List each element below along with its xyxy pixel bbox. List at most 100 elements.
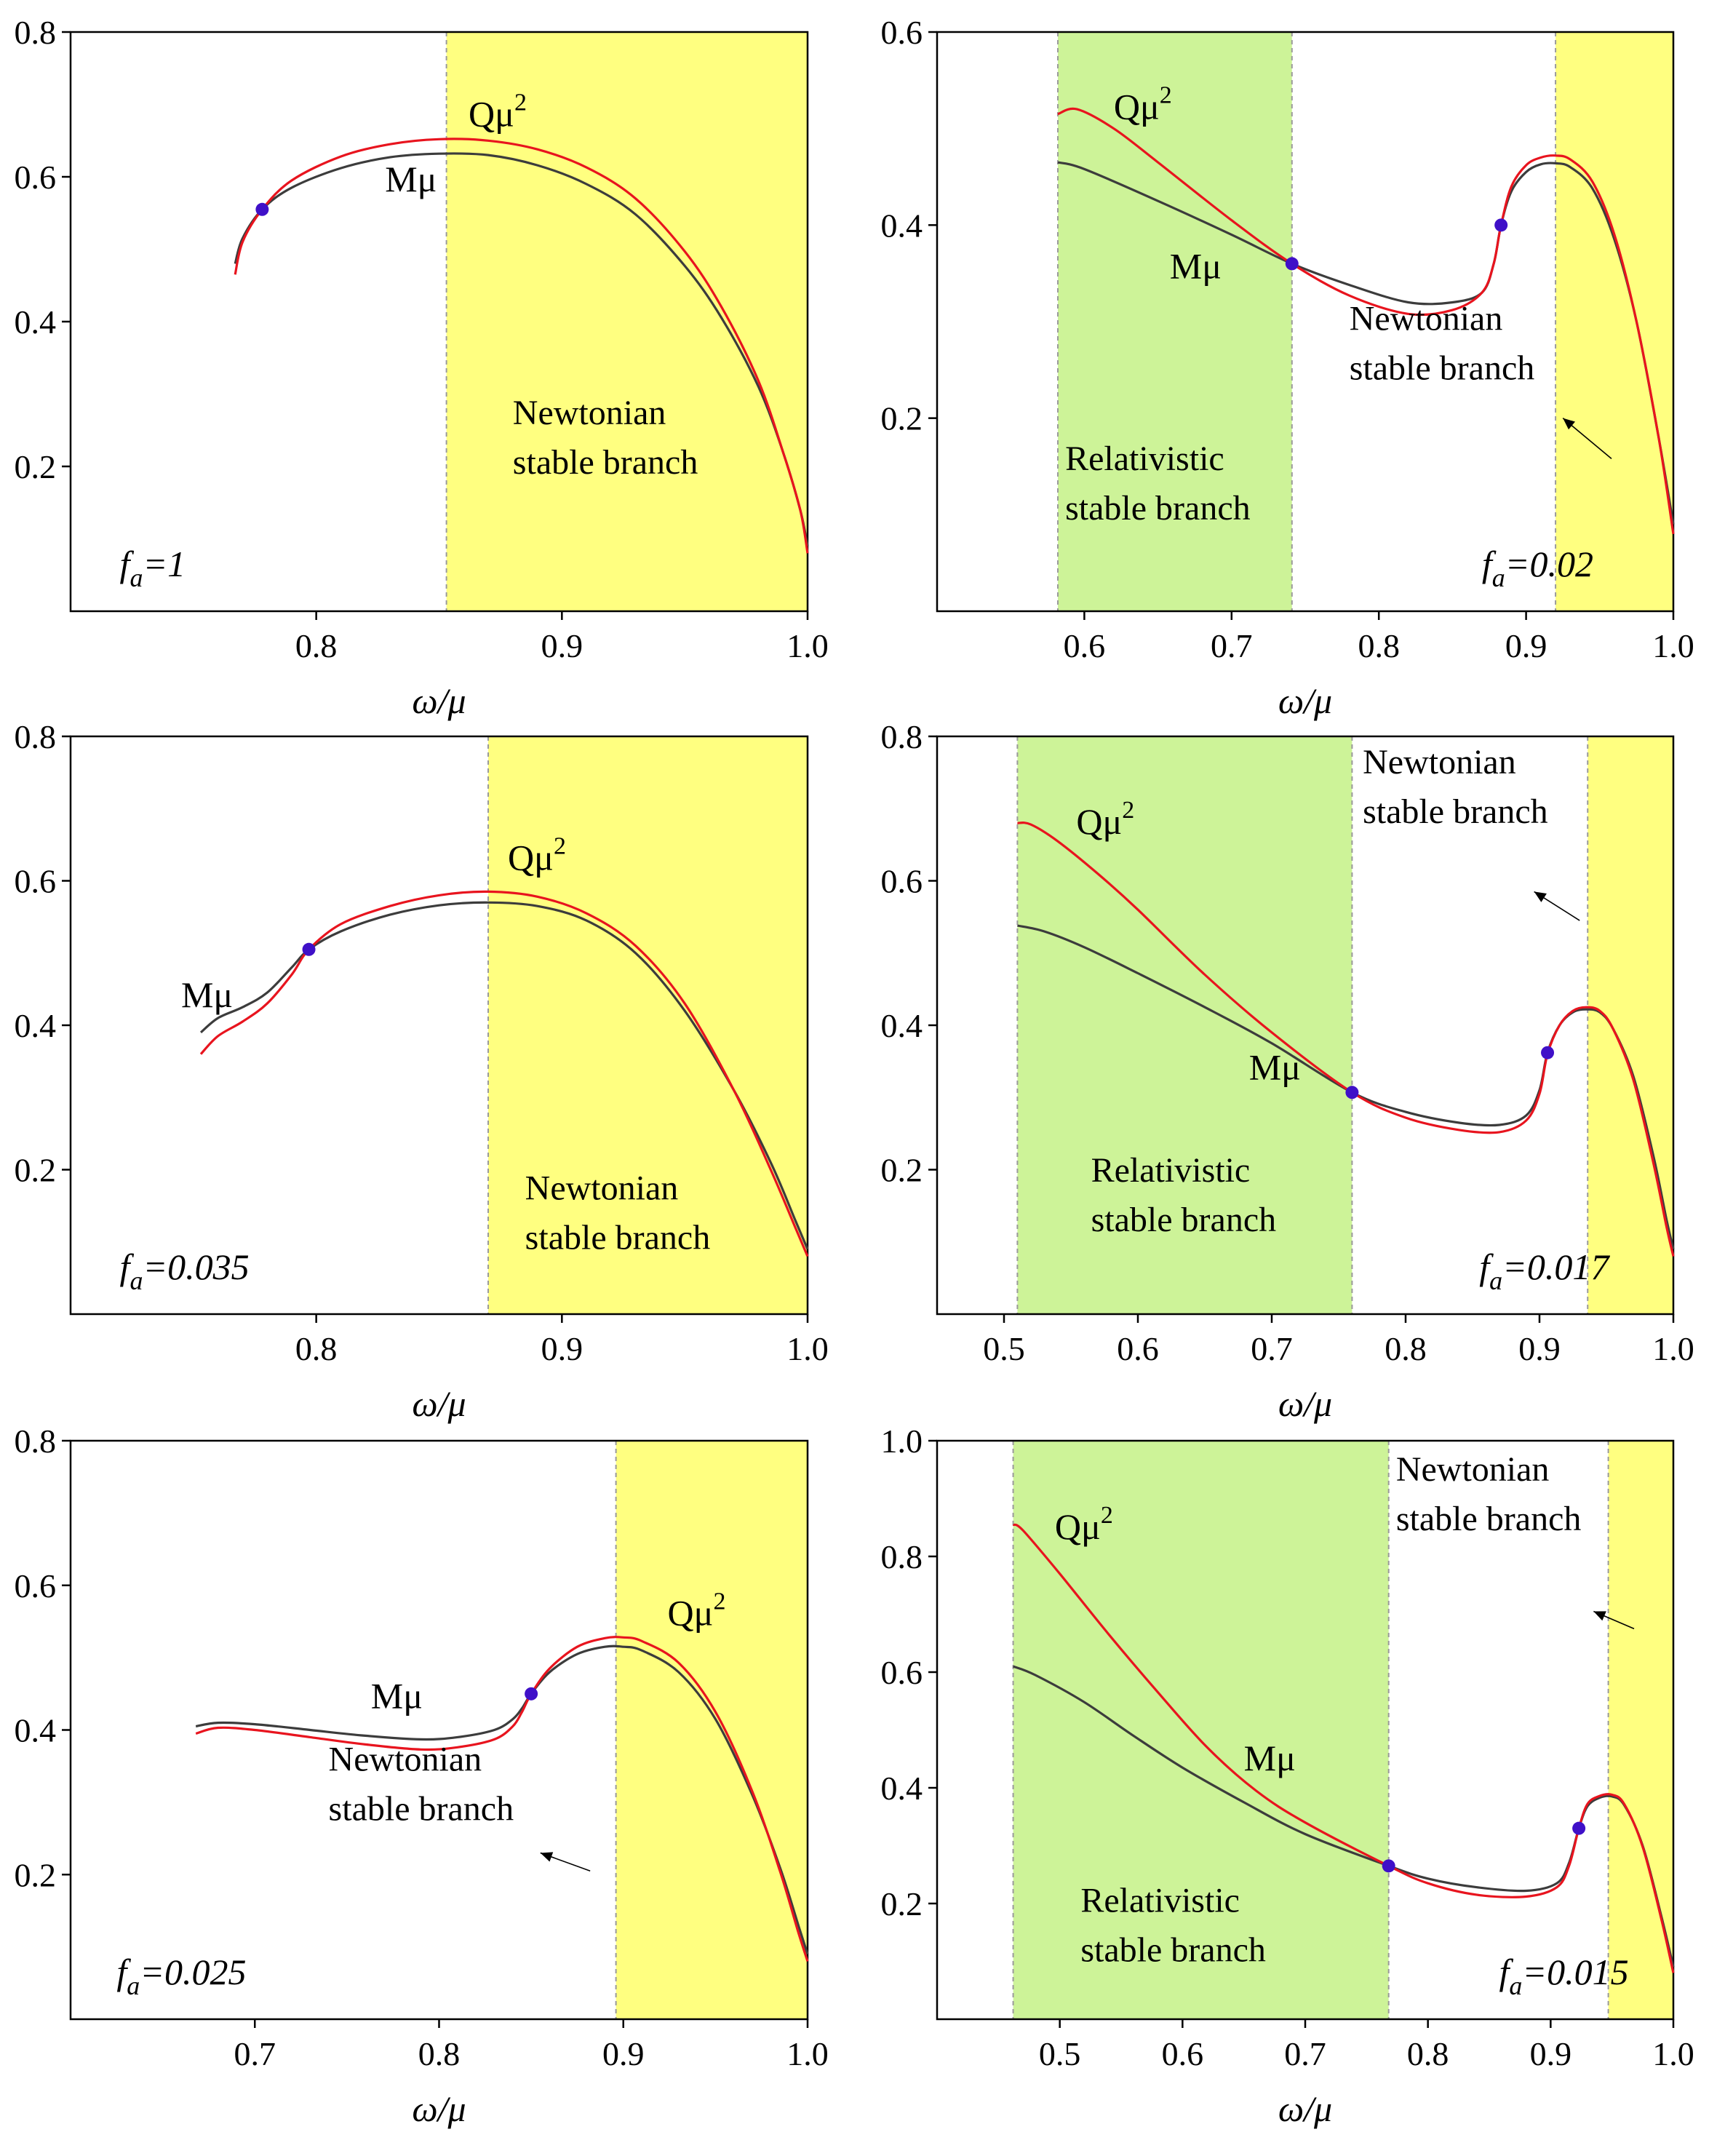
newtonian-region — [446, 32, 808, 611]
x-tick-label: 0.9 — [1518, 1330, 1561, 1367]
parameter-label-value: =0.025 — [140, 1952, 246, 1992]
Q-curve-label-exponent: 2 — [1122, 797, 1134, 824]
relativistic-region — [1013, 1441, 1389, 2019]
transition-point-marker — [1285, 257, 1299, 271]
newtonian-region-label: Newtonian — [513, 394, 666, 432]
relativistic-region-label: stable branch — [1065, 489, 1251, 528]
y-tick-label: 1.0 — [881, 1423, 923, 1460]
relativistic-region — [1017, 736, 1353, 1314]
Q-curve-label-exponent: 2 — [514, 89, 527, 116]
series-Q-line — [1012, 1523, 1675, 1973]
annotation-arrow-head — [1563, 418, 1575, 430]
relativistic-region-label: Relativistic — [1080, 1882, 1240, 1920]
parameter-label-value: =1 — [143, 544, 186, 584]
transition-point-marker — [255, 202, 269, 216]
Q-curve-label: Qμ2 — [1114, 81, 1172, 127]
Q-curve-label: Qμ2 — [1055, 1502, 1113, 1547]
y-tick-label: 0.8 — [15, 14, 57, 51]
y-tick-label: 0.4 — [881, 207, 923, 244]
x-tick-label: 1.0 — [1652, 627, 1694, 664]
relativistic-region-label: Relativistic — [1065, 439, 1224, 478]
y-tick-label: 0.8 — [881, 1538, 923, 1575]
x-tick-label: 0.9 — [602, 2035, 645, 2072]
M-curve-label: Mμ — [385, 159, 437, 199]
chart-panel-middle-left: 0.8 0.9 1.0 0.2 0.4 0.6 0.8 ω/μ Mμ Qμ2 Newtonian st… — [15, 718, 829, 1424]
x-tick-label: 0.8 — [1407, 2035, 1449, 2072]
newtonian-region-label: Newtonian — [1396, 1450, 1550, 1489]
x-tick-label: 0.8 — [295, 1330, 338, 1367]
parameter-label-subscript: a — [130, 1266, 143, 1295]
annotation-arrow-head — [1593, 1611, 1606, 1621]
plot-frame — [69, 31, 809, 613]
x-tick-label: 0.8 — [418, 2035, 461, 2072]
x-axis-title: ω/μ — [412, 680, 466, 721]
x-tick-label: 1.0 — [786, 2035, 829, 2072]
plot-frame — [69, 1439, 809, 2021]
newtonian-region-label: stable branch — [525, 1219, 711, 1257]
y-tick-label: 0.4 — [881, 1007, 923, 1044]
Q-curve-label-base: Qμ — [1114, 86, 1160, 127]
series-Q-line — [1057, 107, 1675, 535]
M-curve-label: Mμ — [181, 974, 233, 1015]
Q-curve-label: Qμ2 — [469, 89, 527, 134]
y-tick-label: 0.4 — [15, 1007, 57, 1044]
relativistic-region-label: stable branch — [1080, 1931, 1266, 1970]
newtonian-region-label: stable branch — [513, 443, 698, 482]
y-tick-label: 0.6 — [881, 14, 923, 51]
y-tick-label: 0.4 — [881, 1770, 923, 1807]
y-tick-label: 0.8 — [15, 718, 57, 755]
transition-point-marker — [1494, 218, 1508, 232]
y-tick-label: 0.2 — [881, 1152, 923, 1189]
parameter-label-value: =0.035 — [143, 1246, 249, 1287]
chart-panel-bottom-right: 0.5 0.6 0.7 0.8 0.9 1.0 0.2 0.4 0.6 0.8 1.0 ω/μ Mμ Qμ… — [881, 1423, 1694, 2129]
parameter-label-subscript: a — [130, 563, 143, 592]
newtonian-region — [616, 1441, 808, 2019]
parameter-label-subscript: a — [1489, 1266, 1502, 1295]
Q-curve-label-base: Qμ — [508, 838, 554, 878]
transition-point-marker — [525, 1687, 538, 1700]
chart-panel-top-left: 0.8 0.9 1.0 0.2 0.4 0.6 0.8 ω/μ Mμ Qμ2 Newtonian st… — [15, 14, 829, 721]
M-curve-label: Mμ — [1249, 1046, 1301, 1087]
parameter-label-value: =0.017 — [1502, 1246, 1610, 1287]
newtonian-region-label: stable branch — [329, 1790, 514, 1829]
x-axis-title: ω/μ — [1278, 1383, 1332, 1424]
parameter-label-subscript: a — [127, 1971, 140, 2000]
plot-frame — [936, 1439, 1675, 2021]
relativistic-region-label: Relativistic — [1091, 1151, 1251, 1190]
newtonian-region — [1555, 32, 1673, 611]
newtonian-region-label: Newtonian — [525, 1169, 679, 1208]
x-tick-label: 1.0 — [786, 1330, 829, 1367]
transition-point-marker — [1541, 1046, 1555, 1059]
chart-panel-middle-right: 0.5 0.6 0.7 0.8 0.9 1.0 0.2 0.4 0.6 0.8 ω/μ Mμ Qμ2 Re… — [881, 718, 1694, 1424]
series-Q-line — [1017, 822, 1675, 1257]
x-axis-title: ω/μ — [412, 2088, 466, 2129]
x-tick-label: 0.8 — [295, 627, 338, 664]
Q-curve-label-base: Qμ — [1055, 1506, 1101, 1547]
x-tick-label: 0.8 — [1385, 1330, 1427, 1367]
newtonian-region — [488, 736, 808, 1314]
newtonian-region — [1588, 736, 1673, 1314]
parameter-label-value: =0.015 — [1522, 1952, 1628, 1992]
parameter-label: fa=0.035 — [120, 1246, 250, 1295]
M-curve-label: Mμ — [1170, 245, 1222, 286]
M-curve-label: Mμ — [1244, 1738, 1296, 1778]
x-tick-label: 0.6 — [1117, 1330, 1159, 1367]
newtonian-region-label: Newtonian — [329, 1741, 482, 1779]
chart-panel-bottom-left: 0.7 0.8 0.9 1.0 0.2 0.4 0.6 0.8 ω/μ Mμ Qμ2 Newtonia… — [15, 1423, 829, 2129]
Q-curve-label-base: Qμ — [469, 93, 514, 134]
y-tick-label: 0.6 — [15, 863, 57, 900]
annotation-arrow-head — [540, 1852, 554, 1862]
transition-point-marker — [1345, 1086, 1359, 1099]
parameter-label: fa=0.02 — [1482, 544, 1593, 592]
x-axis-title: ω/μ — [1278, 2088, 1332, 2129]
plot-frame — [936, 31, 1675, 613]
y-tick-label: 0.2 — [15, 1152, 57, 1189]
parameter-label-subscript: a — [1492, 563, 1505, 592]
relativistic-region-label: stable branch — [1091, 1201, 1277, 1239]
parameter-label: fa=0.015 — [1499, 1952, 1628, 2000]
y-tick-label: 0.2 — [15, 1856, 57, 1893]
parameter-label-value: =0.02 — [1505, 544, 1593, 584]
annotation-arrow-head — [1534, 891, 1547, 902]
series-M-line — [195, 1644, 809, 1955]
